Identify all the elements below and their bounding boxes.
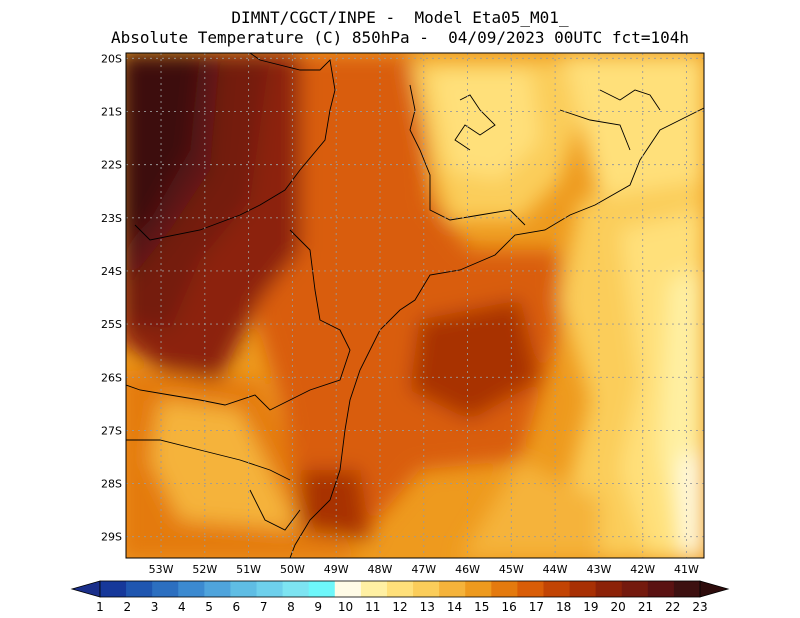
- colorbar-label: 6: [233, 600, 241, 614]
- title-line-2: Absolute Temperature (C) 850hPa - 04/09/…: [111, 28, 689, 47]
- lon-tick-label: 43W: [586, 563, 611, 576]
- colorbar-label: 14: [447, 600, 462, 614]
- colorbar-swatch: [204, 581, 231, 597]
- title-line-1: DIMNT/CGCT/INPE - Model Eta05_M01_: [231, 8, 569, 27]
- colorbar-swatch: [569, 581, 597, 597]
- lon-tick-label: 41W: [674, 563, 699, 576]
- colorbar-swatch: [100, 581, 127, 597]
- colorbar-swatch: [360, 581, 388, 597]
- colorbar-label: 12: [392, 600, 407, 614]
- colorbar-swatch: [621, 581, 649, 597]
- lat-tick-label: 22S: [101, 159, 122, 172]
- colorbar-swatch: [126, 581, 153, 597]
- lat-tick-label: 24S: [101, 265, 122, 278]
- colorbar-frame: [99, 580, 701, 598]
- lon-tick-label: 44W: [543, 563, 568, 576]
- lon-tick-label: 52W: [192, 563, 217, 576]
- colorbar-low-arrow: [70, 580, 101, 598]
- lat-tick-label: 29S: [101, 531, 122, 544]
- lon-tick-label: 49W: [324, 563, 349, 576]
- colorbar-swatch: [491, 581, 518, 597]
- colorbar-label: 1: [96, 600, 104, 614]
- colorbar-swatch: [152, 581, 179, 597]
- colorbar-label: 10: [338, 600, 353, 614]
- lat-tick-label: 26S: [101, 371, 122, 384]
- colorbar-label: 17: [529, 600, 544, 614]
- colorbar-label: 9: [314, 600, 322, 614]
- colorbar-swatch: [465, 581, 492, 597]
- colorbar-label: 19: [583, 600, 598, 614]
- plot-frame: [125, 52, 705, 559]
- colorbar-label: 4: [178, 600, 186, 614]
- colorbar-high-arrow: [699, 580, 730, 598]
- colorbar-swatch: [517, 581, 544, 597]
- lon-tick-label: 46W: [455, 563, 480, 576]
- lat-tick-label: 21S: [101, 105, 122, 118]
- colorbar-swatch: [334, 581, 362, 597]
- lon-tick-label: 51W: [236, 563, 261, 576]
- lat-tick-label: 23S: [101, 212, 122, 225]
- borders: [126, 53, 704, 558]
- colorbar-label: 2: [123, 600, 131, 614]
- lat-tick-label: 20S: [101, 52, 122, 65]
- colorbar-label: 21: [638, 600, 653, 614]
- colorbar-swatch: [178, 581, 205, 597]
- colorbar-swatch: [256, 581, 284, 597]
- colorbar-swatch: [595, 581, 623, 597]
- colorbar: 1 2 3 4 5 6 7 8 9 10 11 12 13 14 15 16 17 18 19 20 21 22 23: [70, 580, 730, 614]
- lon-tick-label: 47W: [411, 563, 436, 576]
- lon-tick-label: 48W: [368, 563, 393, 576]
- colorbar-swatch: [673, 581, 701, 597]
- lat-tick-labels: 20S 21S 22S 23S 24S 25S 26S 27S 28S 29S: [101, 52, 122, 543]
- temperature-field: [126, 53, 704, 558]
- colorbar-label: 13: [420, 600, 435, 614]
- lon-tick-label: 42W: [630, 563, 655, 576]
- colorbar-swatch: [647, 581, 675, 597]
- colorbar-label: 18: [556, 600, 571, 614]
- grid: [126, 53, 704, 558]
- lon-tick-label: 45W: [499, 563, 524, 576]
- colorbar-label: 5: [205, 600, 213, 614]
- colorbar-label: 20: [611, 600, 626, 614]
- colorbar-label: 8: [287, 600, 295, 614]
- colorbar-swatch: [439, 581, 466, 597]
- lat-tick-label: 25S: [101, 318, 122, 331]
- colorbar-label: 16: [501, 600, 516, 614]
- lat-tick-label: 28S: [101, 478, 122, 491]
- colorbar-swatch: [282, 581, 310, 597]
- colorbar-label: 23: [692, 600, 707, 614]
- colorbar-swatch: [543, 581, 570, 597]
- lon-tick-label: 50W: [280, 563, 305, 576]
- colorbar-swatch: [413, 581, 440, 597]
- colorbar-label: 11: [365, 600, 380, 614]
- colorbar-label: 22: [665, 600, 680, 614]
- colorbar-label: 3: [151, 600, 159, 614]
- colorbar-label: 7: [260, 600, 268, 614]
- lat-tick-label: 27S: [101, 424, 122, 437]
- colorbar-swatch: [230, 581, 257, 597]
- colorbar-label: 15: [474, 600, 489, 614]
- lon-tick-label: 53W: [149, 563, 174, 576]
- lon-tick-labels: 53W 52W 51W 50W 49W 48W 47W 46W 45W 44W 43W 42W 41W: [149, 563, 699, 576]
- colorbar-swatch: [386, 581, 414, 597]
- colorbar-swatch: [308, 581, 336, 597]
